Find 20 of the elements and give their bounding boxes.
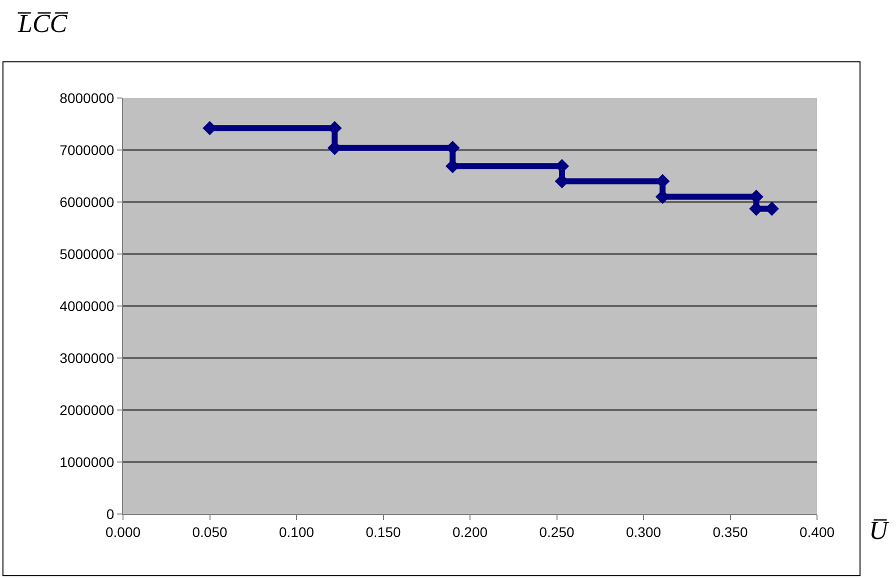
y-tick-label: 0 xyxy=(106,506,114,522)
y-tick-label: 2000000 xyxy=(60,402,114,418)
x-tick-label: 0.300 xyxy=(626,524,662,540)
x-tick-label: 0.250 xyxy=(539,524,574,540)
y-tick-label: 4000000 xyxy=(60,298,114,314)
x-tick-label: 0.200 xyxy=(452,524,488,540)
y-tick-label: 3000000 xyxy=(60,350,114,366)
y-tick-label: 7000000 xyxy=(60,142,114,158)
x-tick-label: 0.050 xyxy=(192,524,228,540)
x-tick-label: 0.150 xyxy=(366,524,401,540)
x-tick-label: 0.000 xyxy=(105,524,141,540)
y-axis-title: L̅C̅C̅ xyxy=(17,9,68,38)
y-tick-label: 1000000 xyxy=(60,454,114,470)
y-tick-label: 5000000 xyxy=(60,246,114,262)
x-tick-label: 0.400 xyxy=(799,524,835,540)
y-tick-label: 6000000 xyxy=(60,194,114,210)
y-tick-label: 8000000 xyxy=(60,90,114,106)
x-tick-label: 0.100 xyxy=(278,524,314,540)
x-axis-title: U̅ xyxy=(869,516,890,545)
x-tick-label: 0.350 xyxy=(712,524,748,540)
